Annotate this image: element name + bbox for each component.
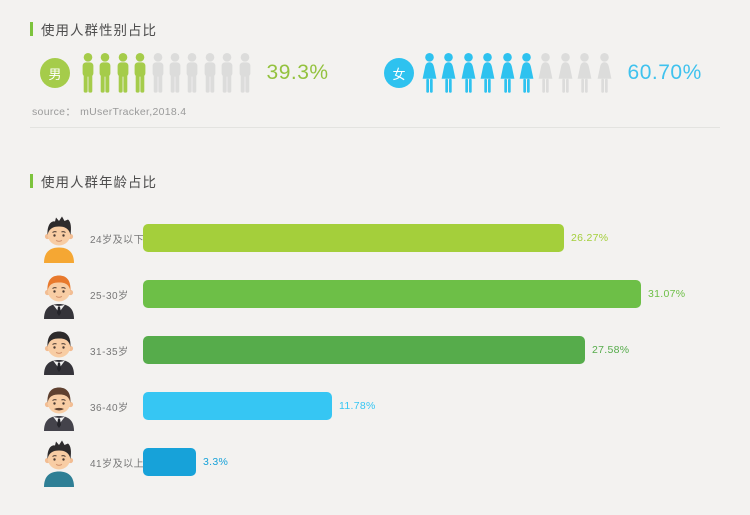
adult-avatar: [44, 331, 74, 375]
male-percent-value: 39.3%: [266, 61, 329, 84]
male-person-icon: [134, 53, 146, 93]
female-person-icon: [441, 52, 456, 93]
section-divider: [30, 127, 720, 128]
female-person-icon: [500, 52, 514, 93]
age-bar-percent: 31.07%: [648, 288, 686, 300]
age-row: 25-30岁 31.07%: [0, 266, 750, 322]
age-row-label: 31-35岁: [90, 346, 129, 358]
age-row: 36-40岁 11.78%: [0, 378, 750, 434]
age-bar-chart: 24岁及以下 26.27% 25-30岁 31.07% 31-35岁 27.58% 36-4…: [0, 210, 750, 490]
age-bar: [143, 392, 332, 420]
source-note: source： mUserTracker,2018.4: [32, 104, 190, 119]
gender-section-title: 使用人群性别占比: [41, 23, 157, 38]
female-badge: 女: [384, 58, 414, 88]
female-pictograph: [421, 52, 613, 94]
male-pictograph: [81, 53, 252, 93]
age-row: 41岁及以上 3.3%: [0, 434, 750, 490]
source-label: source：: [32, 106, 77, 118]
female-group: 女 60.70%: [384, 52, 702, 94]
age-bar-percent: 3.3%: [203, 456, 229, 468]
female-person-icon: [519, 52, 534, 93]
age-row-label: 24岁及以下: [90, 234, 145, 246]
male-person-icon: [117, 53, 129, 93]
female-percent-value: 60.70%: [627, 61, 702, 84]
male-person-icon: [186, 53, 198, 93]
female-person-icon: [558, 52, 573, 93]
male-person-icon: [99, 53, 111, 93]
senior-avatar: [44, 440, 74, 487]
female-person-icon: [480, 52, 495, 93]
age-section-header: 使用人群年龄占比: [30, 173, 157, 190]
age-section-title: 使用人群年龄占比: [41, 175, 157, 190]
male-group: 男 39.3%: [40, 52, 329, 94]
age-row-avatar: [36, 269, 82, 319]
age-bar-percent: 11.78%: [339, 400, 376, 412]
middle-age-avatar: [44, 387, 74, 431]
age-row-avatar: [36, 437, 82, 487]
age-row-avatar: [36, 325, 82, 375]
age-row-label: 25-30岁: [90, 290, 129, 302]
age-row: 31-35岁 27.58%: [0, 322, 750, 378]
male-person-icon: [239, 53, 250, 93]
male-person-icon: [204, 53, 216, 93]
youth-avatar: [44, 216, 74, 263]
male-person-icon: [152, 53, 163, 93]
female-person-icon: [577, 52, 592, 93]
male-person-icon: [169, 53, 181, 93]
age-bar: [143, 448, 196, 476]
age-row-avatar: [36, 381, 82, 431]
source-value: mUserTracker,2018.4: [80, 106, 187, 118]
female-person-icon: [597, 52, 611, 93]
female-person-icon: [538, 52, 553, 93]
female-person-icon: [422, 52, 437, 93]
male-person-icon: [82, 53, 94, 93]
age-row-label: 41岁及以上: [90, 458, 145, 470]
gender-section-header: 使用人群性别占比: [30, 21, 157, 38]
age-row: 24岁及以下 26.27%: [0, 210, 750, 266]
age-bar: [143, 224, 564, 252]
age-row-label: 36-40岁: [90, 402, 129, 414]
female-person-icon: [461, 52, 476, 93]
age-row-avatar: [36, 213, 82, 263]
age-bar: [143, 280, 641, 308]
male-badge: 男: [40, 58, 70, 88]
title-accent-bar: [30, 174, 33, 188]
age-bar-percent: 26.27%: [571, 232, 609, 244]
age-bar: [143, 336, 585, 364]
title-accent-bar: [30, 22, 33, 36]
male-person-icon: [221, 53, 233, 93]
age-bar-percent: 27.58%: [592, 344, 630, 356]
young-adult-avatar: [44, 275, 74, 319]
